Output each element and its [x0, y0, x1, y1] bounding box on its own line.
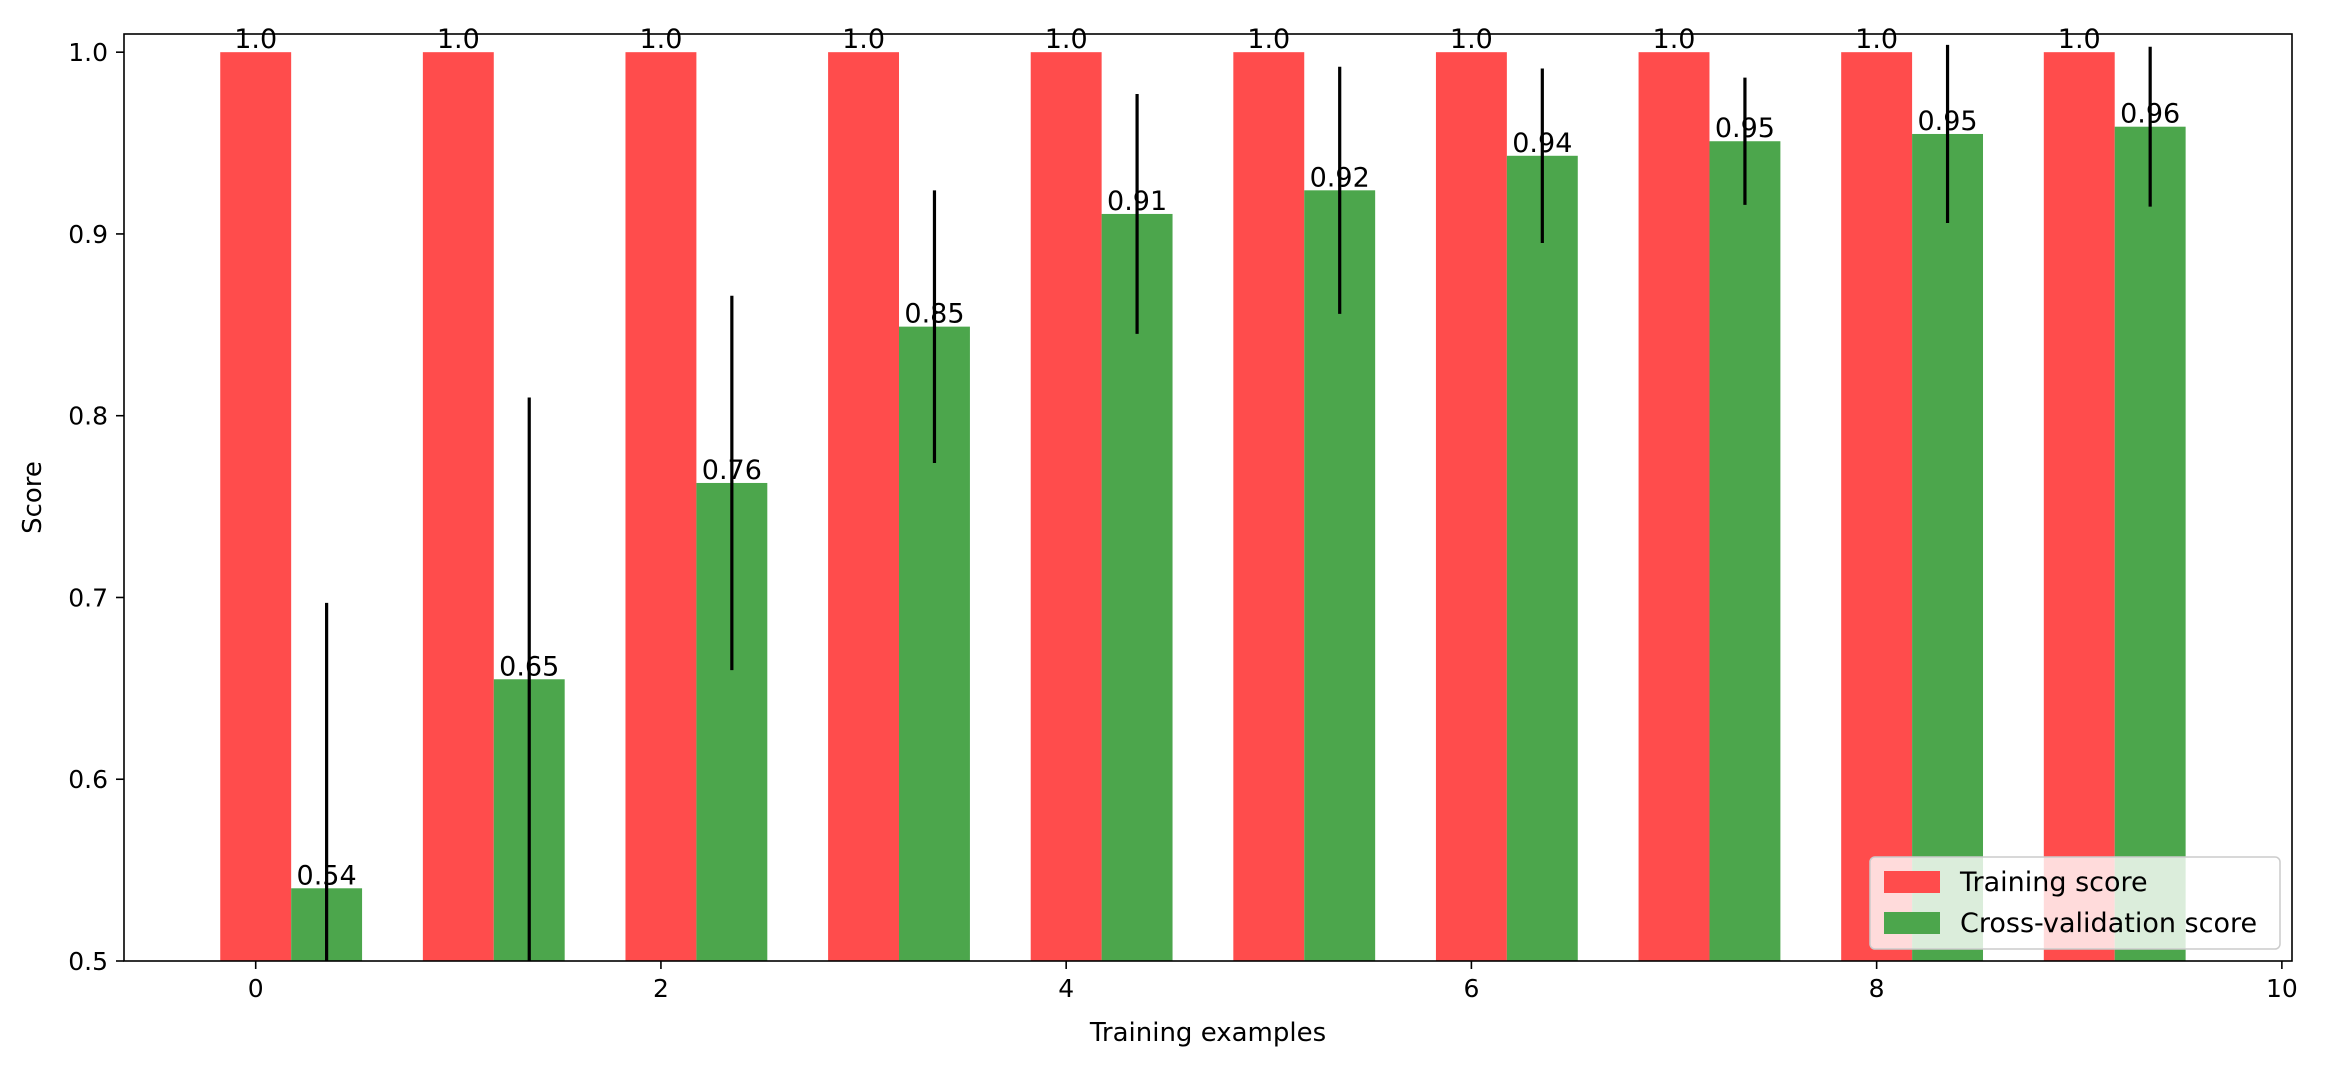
data-labels-layer: 1.0 1.0 1.0 1.0 1.0 1.0 1.0 1.0 1.0 1.0 0.54 0.65 0.…	[234, 24, 2180, 891]
legend-swatch-cross-validation	[1884, 912, 1940, 934]
x-tick-label-3: 6	[1463, 974, 1479, 1003]
data-label-training-9: 1.0	[2058, 24, 2101, 55]
bar-training-9	[2043, 52, 2115, 962]
data-label-cross-validation-1: 0.65	[499, 651, 559, 682]
bar-cross-validation-4	[1101, 213, 1173, 962]
data-label-training-3: 1.0	[842, 24, 885, 55]
bar-cross-validation-8	[1912, 133, 1984, 961]
y-tick-label-4: 0.9	[68, 220, 108, 249]
bar-cross-validation-7	[1709, 141, 1781, 961]
bar-training-1	[422, 52, 494, 962]
bar-cross-validation-5	[1304, 190, 1376, 962]
y-axis-title: Score	[18, 461, 48, 534]
bar-training-8	[1841, 52, 1913, 962]
data-label-training-1: 1.0	[437, 24, 480, 55]
data-label-cross-validation-9: 0.96	[2120, 99, 2180, 130]
y-tick-label-3: 0.8	[68, 402, 108, 431]
y-tick-label-1: 0.6	[68, 765, 108, 794]
data-label-cross-validation-0: 0.54	[297, 860, 357, 891]
x-tick-label-2: 4	[1058, 974, 1074, 1003]
bar-training-0	[220, 52, 292, 962]
x-tick-label-4: 8	[1869, 974, 1885, 1003]
data-label-training-0: 1.0	[234, 24, 277, 55]
data-label-cross-validation-4: 0.91	[1107, 186, 1167, 217]
legend: Training score Cross-validation score	[1869, 856, 2281, 950]
x-axis: 0 2 4 6 8 10	[248, 961, 2298, 1003]
data-label-training-8: 1.0	[1855, 24, 1898, 55]
y-tick-label-2: 0.7	[68, 583, 108, 612]
data-label-training-5: 1.0	[1247, 24, 1290, 55]
error-bars-layer	[325, 44, 2152, 961]
legend-box	[1869, 856, 2281, 950]
data-label-training-2: 1.0	[639, 24, 682, 55]
x-tick-label-1: 2	[653, 974, 669, 1003]
data-label-cross-validation-3: 0.85	[904, 299, 964, 330]
bar-cross-validation-6	[1506, 155, 1578, 961]
data-label-training-7: 1.0	[1653, 24, 1696, 55]
bar-training-2	[625, 52, 697, 962]
data-label-cross-validation-2: 0.76	[702, 455, 762, 486]
x-axis-title: Training examples	[1089, 1018, 1326, 1048]
data-label-cross-validation-8: 0.95	[1917, 106, 1977, 137]
x-tick-label-5: 10	[2266, 974, 2298, 1003]
y-axis: 0.5 0.6 0.7 0.8 0.9 1.0	[68, 38, 124, 976]
x-tick-label-0: 0	[248, 974, 264, 1003]
data-label-cross-validation-6: 0.94	[1512, 128, 1572, 159]
bar-training-3	[828, 52, 900, 962]
data-label-training-6: 1.0	[1450, 24, 1493, 55]
data-label-training-4: 1.0	[1045, 24, 1088, 55]
y-tick-label-0: 0.5	[68, 947, 108, 976]
legend-label-training: Training score	[1959, 867, 2148, 898]
bar-training-7	[1638, 52, 1710, 962]
bar-cross-validation-9	[2114, 126, 2186, 961]
bar-training-5	[1233, 52, 1305, 962]
bar-training-4	[1030, 52, 1102, 962]
data-label-cross-validation-7: 0.95	[1715, 113, 1775, 144]
bars-layer	[220, 52, 2186, 962]
y-tick-label-5: 1.0	[68, 38, 108, 67]
plot-frame	[123, 33, 2293, 962]
bar-training-6	[1435, 52, 1507, 962]
data-label-cross-validation-5: 0.92	[1310, 162, 1370, 193]
legend-swatch-training	[1884, 871, 1940, 893]
legend-label-cross-validation: Cross-validation score	[1960, 908, 2257, 939]
